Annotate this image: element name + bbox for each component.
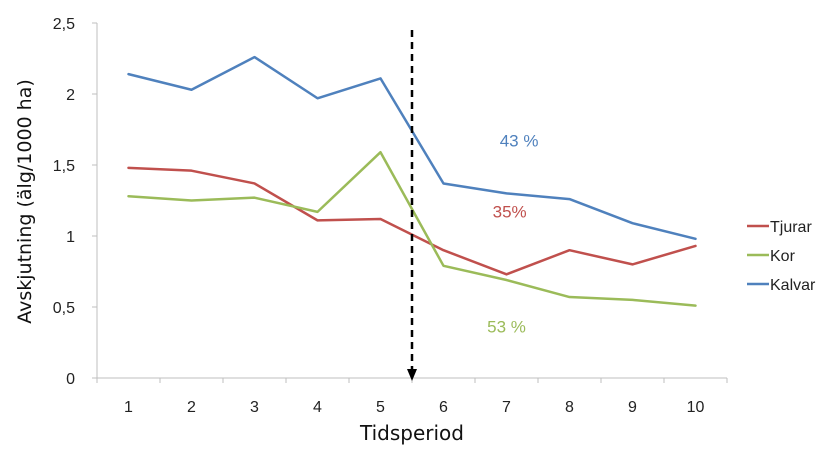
- x-tick-label: 5: [376, 399, 385, 416]
- y-ticks: 0 0,5 1 1,5 2 2,5: [53, 16, 97, 388]
- x-tick-label: 10: [687, 399, 705, 416]
- legend: Tjurar Kor Kalvar: [747, 219, 816, 294]
- x-tick-label: 8: [565, 399, 574, 416]
- x-tick-label: 7: [502, 399, 511, 416]
- y-tick-label: 2: [66, 87, 75, 104]
- x-tick-label: 6: [439, 399, 448, 416]
- percent-annotation: 53 %: [487, 318, 526, 337]
- legend-label: Tjurar: [770, 219, 812, 236]
- y-tick-label: 1,5: [53, 158, 75, 175]
- x-axis-label: Tidsperiod: [359, 421, 464, 445]
- y-tick-label: 0,5: [53, 300, 75, 317]
- divider-arrow: [407, 30, 417, 381]
- x-ticks: 1 2 3 4 5 6 7 8 9 10: [96, 378, 728, 416]
- x-tick-label: 4: [313, 399, 322, 416]
- x-tick-label: 1: [124, 399, 133, 416]
- y-tick-label: 1: [66, 229, 75, 246]
- y-axis-label: Avskjutning (älg/1000 ha): [14, 79, 36, 324]
- series-line-kor: [127, 150, 697, 307]
- arrow-down-icon: [407, 369, 417, 381]
- annotations: 43 % 35% 53 %: [487, 132, 538, 337]
- legend-label: Kor: [770, 248, 796, 265]
- x-tick-label: 9: [628, 399, 637, 416]
- percent-annotation: 35%: [493, 203, 527, 222]
- x-tick-label: 3: [250, 399, 259, 416]
- y-tick-label: 0: [66, 371, 75, 388]
- percent-annotation: 43 %: [500, 132, 539, 151]
- x-tick-label: 2: [187, 399, 196, 416]
- legend-label: Kalvar: [770, 277, 816, 294]
- y-tick-label: 2,5: [53, 16, 75, 33]
